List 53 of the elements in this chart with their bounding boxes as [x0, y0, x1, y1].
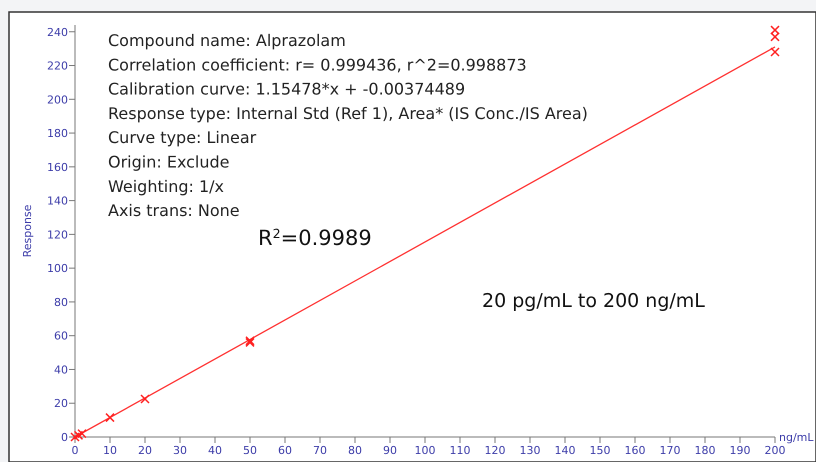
x-tick-label: 130: [520, 444, 540, 457]
annotation: Origin: Exclude: [108, 152, 230, 172]
x-tick-label: 20: [138, 444, 152, 457]
y-tick-label: 20: [54, 397, 68, 410]
x-tick-label: 120: [484, 444, 506, 457]
x-tick-label: 100: [414, 444, 436, 457]
y-tick-label: 200: [47, 93, 68, 106]
x-tick-label: 50: [243, 444, 257, 457]
y-tick-label: 240: [47, 26, 68, 39]
point: [770, 32, 780, 42]
y-tick-label: 60: [54, 330, 68, 343]
x-tick-label: 80: [348, 444, 362, 457]
x-tick-label: 0: [72, 444, 78, 457]
point: [770, 47, 780, 57]
x-tick-label: 200: [764, 444, 786, 457]
annotation: Correlation coefficient: r= 0.999436, r^2=0.998873: [108, 55, 527, 74]
y-tick-label: 0: [61, 431, 68, 444]
x-tick-label: 90: [383, 444, 397, 457]
point: [105, 412, 115, 422]
point: [77, 428, 87, 438]
annotation: Response type: Internal Std (Ref 1), Area* (IS Conc./IS Area): [108, 104, 588, 123]
x-tick-label: 10: [103, 444, 117, 457]
y-axis-title: Response: [21, 204, 34, 258]
y-tick-label: 220: [47, 60, 68, 73]
annotation: Curve type: Linear: [108, 128, 257, 148]
annotation: R$^{2}$=0.9989: [258, 226, 372, 250]
x-axis-title: ng/mL: [779, 431, 814, 444]
x-tick-label: 110: [450, 444, 470, 457]
annotation: Axis trans: None: [108, 201, 240, 220]
y-tick-label: 180: [47, 127, 68, 140]
annotation: Compound name: Alprazolam: [108, 31, 346, 50]
x-tick-label: 190: [730, 444, 750, 457]
annotation: Weighting: 1/x: [108, 176, 224, 196]
x-tick-label: 180: [694, 444, 716, 457]
y-tick-label: 140: [47, 194, 68, 208]
y-tick-label: 120: [47, 228, 68, 242]
point: [770, 25, 780, 35]
x-tick-label: 140: [554, 444, 576, 457]
y-tick-label: 80: [54, 296, 68, 309]
x-tick-label: 70: [313, 444, 327, 457]
x-tick-label: 150: [590, 444, 610, 457]
x-tick-label: 170: [660, 444, 680, 457]
point: [74, 430, 84, 440]
y-tick-label: 160: [47, 160, 68, 174]
x-tick-label: 60: [278, 444, 292, 457]
y-tick-label: 40: [54, 363, 68, 376]
x-tick-label: 40: [208, 444, 222, 457]
annotation: Calibration curve: 1.15478*x + -0.00374489: [108, 80, 466, 99]
x-tick-label: 160: [624, 444, 646, 457]
point: [140, 394, 150, 404]
x-tick-label: 30: [173, 444, 187, 457]
y-tick-label: 100: [47, 262, 68, 276]
annotation: 20 pg/mL to 200 ng/mL: [482, 290, 706, 312]
